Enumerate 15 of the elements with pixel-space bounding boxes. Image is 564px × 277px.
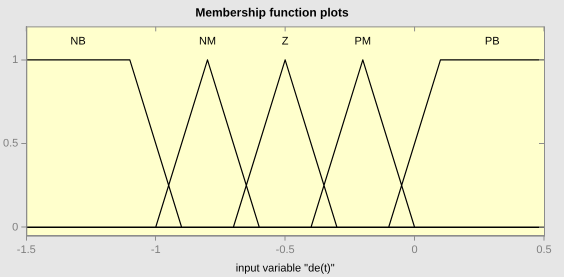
series-label: NB — [70, 35, 86, 48]
series-label: PB — [484, 35, 500, 48]
x-tick-label: -1 — [150, 244, 161, 256]
x-tick-label: -0.5 — [276, 244, 295, 256]
y-tick-label: 1 — [12, 54, 18, 66]
x-tick-label: -1.5 — [16, 244, 36, 256]
y-tick-label: 0.5 — [2, 138, 18, 150]
y-tick-label: 0 — [12, 221, 18, 234]
x-tick-label: 0 — [412, 244, 418, 256]
x-axis-title: input variable "de(t)" — [236, 262, 335, 274]
x-tick-label: 0.5 — [536, 244, 552, 256]
series-label: NM — [198, 35, 216, 48]
chart-title: Membership function plots — [195, 6, 349, 20]
series-label: PM — [354, 35, 372, 48]
series-label: Z — [282, 35, 289, 48]
